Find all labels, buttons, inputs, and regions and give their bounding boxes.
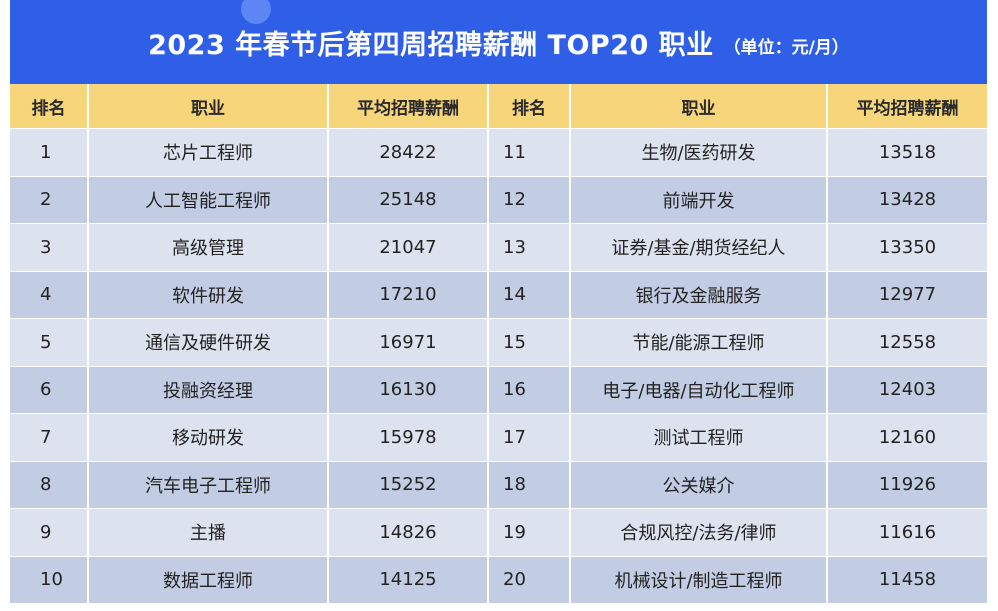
salary-cell: 16130 (328, 365, 489, 414)
salary-cell: 17210 (328, 270, 489, 319)
table-row: 8 汽车电子工程师 15252 18 公关媒介 11926 (10, 460, 987, 509)
rank-cell: 7 (10, 413, 89, 461)
decorative-dot (241, 0, 271, 24)
job-cell: 证券/基金/期货经纪人 (570, 223, 828, 271)
salary-cell: 25148 (328, 175, 489, 224)
salary-cell: 12160 (827, 413, 987, 461)
job-cell: 节能/能源工程师 (570, 318, 828, 366)
rank-cell: 14 (488, 270, 571, 319)
header-rank: 排名 (488, 84, 571, 129)
job-cell: 移动研发 (88, 413, 329, 461)
rank-cell: 19 (488, 508, 571, 556)
salary-cell: 14125 (328, 555, 489, 603)
rank-cell: 13 (488, 223, 571, 271)
rank-cell: 15 (488, 318, 571, 366)
job-cell: 公关媒介 (570, 460, 828, 509)
job-cell: 高级管理 (88, 223, 329, 271)
job-cell: 前端开发 (570, 175, 828, 224)
rank-cell: 1 (10, 128, 89, 176)
header-rank: 排名 (10, 84, 89, 129)
job-cell: 汽车电子工程师 (88, 460, 329, 509)
job-cell: 人工智能工程师 (88, 175, 329, 224)
salary-cell: 14826 (328, 508, 489, 556)
rank-cell: 18 (488, 460, 571, 509)
header-job: 职业 (570, 84, 828, 129)
rank-cell: 20 (488, 555, 571, 603)
job-cell: 合规风控/法务/律师 (570, 508, 828, 556)
job-cell: 生物/医药研发 (570, 128, 828, 176)
rank-cell: 4 (10, 270, 89, 319)
rank-cell: 8 (10, 460, 89, 509)
rank-cell: 17 (488, 413, 571, 461)
job-cell: 数据工程师 (88, 555, 329, 603)
salary-cell: 28422 (328, 128, 489, 176)
title-bar: 2023 年春节后第四周招聘薪酬 TOP20 职业 （单位：元/月） (10, 0, 987, 84)
table-row: 4 软件研发 17210 14 银行及金融服务 12977 (10, 270, 987, 319)
job-cell: 主播 (88, 508, 329, 556)
salary-cell: 11616 (827, 508, 987, 556)
salary-cell: 12558 (827, 318, 987, 366)
table-row: 9 主播 14826 19 合规风控/法务/律师 11616 (10, 508, 987, 556)
rank-cell: 5 (10, 318, 89, 366)
salary-cell: 12977 (827, 270, 987, 319)
rank-cell: 11 (488, 128, 571, 176)
table-row: 6 投融资经理 16130 16 电子/电器/自动化工程师 12403 (10, 365, 987, 414)
job-cell: 测试工程师 (570, 413, 828, 461)
salary-cell: 15252 (328, 460, 489, 509)
job-cell: 通信及硬件研发 (88, 318, 329, 366)
rank-cell: 12 (488, 175, 571, 224)
salary-cell: 16971 (328, 318, 489, 366)
header-salary: 平均招聘薪酬 (328, 84, 489, 129)
job-cell: 机械设计/制造工程师 (570, 555, 828, 603)
table-row: 3 高级管理 21047 13 证券/基金/期货经纪人 13350 (10, 223, 987, 271)
salary-cell: 13350 (827, 223, 987, 271)
job-cell: 软件研发 (88, 270, 329, 319)
table-row: 1 芯片工程师 28422 11 生物/医药研发 13518 (10, 128, 987, 176)
unit-label: （单位：元/月） (723, 37, 849, 58)
rank-cell: 3 (10, 223, 89, 271)
salary-cell: 13428 (827, 175, 987, 224)
table-row: 2 人工智能工程师 25148 12 前端开发 13428 (10, 175, 987, 224)
job-cell: 芯片工程师 (88, 128, 329, 176)
job-cell: 投融资经理 (88, 365, 329, 414)
salary-ranking-document: 2023 年春节后第四周招聘薪酬 TOP20 职业 （单位：元/月） 排名 职业… (10, 0, 987, 611)
table-row: 10 数据工程师 14125 20 机械设计/制造工程师 11458 (10, 555, 987, 603)
job-cell: 银行及金融服务 (570, 270, 828, 319)
salary-cell: 21047 (328, 223, 489, 271)
table-row: 7 移动研发 15978 17 测试工程师 12160 (10, 413, 987, 461)
rank-cell: 2 (10, 175, 89, 224)
rank-cell: 16 (488, 365, 571, 414)
table-header-row: 排名 职业 平均招聘薪酬 排名 职业 平均招聘薪酬 (10, 84, 987, 129)
header-salary: 平均招聘薪酬 (827, 84, 987, 129)
salary-cell: 12403 (827, 365, 987, 414)
rank-cell: 9 (10, 508, 89, 556)
job-cell: 电子/电器/自动化工程师 (570, 365, 828, 414)
salary-cell: 11926 (827, 460, 987, 509)
rank-cell: 10 (10, 555, 89, 603)
salary-cell: 13518 (827, 128, 987, 176)
salary-table: 排名 职业 平均招聘薪酬 排名 职业 平均招聘薪酬 1 芯片工程师 28422 … (10, 84, 987, 603)
salary-cell: 15978 (328, 413, 489, 461)
rank-cell: 6 (10, 365, 89, 414)
header-job: 职业 (88, 84, 329, 129)
page-title: 2023 年春节后第四周招聘薪酬 TOP20 职业 (148, 29, 714, 61)
table-row: 5 通信及硬件研发 16971 15 节能/能源工程师 12558 (10, 318, 987, 366)
salary-cell: 11458 (827, 555, 987, 603)
